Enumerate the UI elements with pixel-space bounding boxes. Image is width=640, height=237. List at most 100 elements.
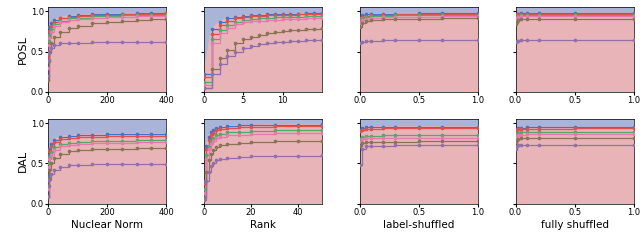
Point: [146, 146, 156, 150]
Point: [238, 37, 248, 41]
Point: [199, 191, 209, 194]
Point: [317, 27, 327, 30]
Point: [54, 21, 65, 24]
Point: [222, 142, 232, 146]
Point: [46, 46, 56, 50]
Point: [570, 125, 580, 129]
Point: [511, 134, 521, 138]
Point: [357, 21, 367, 25]
Point: [222, 48, 232, 52]
Point: [211, 158, 221, 162]
Point: [102, 162, 112, 166]
Point: [293, 28, 303, 32]
Point: [360, 127, 371, 131]
Point: [44, 176, 54, 180]
Point: [513, 126, 523, 130]
Point: [131, 18, 141, 22]
Point: [238, 15, 248, 19]
Point: [413, 15, 424, 18]
Point: [72, 16, 83, 19]
Point: [131, 134, 141, 138]
Point: [43, 50, 53, 53]
Point: [511, 40, 521, 44]
Point: [161, 132, 171, 136]
Point: [522, 143, 532, 146]
Point: [534, 13, 544, 17]
Point: [72, 142, 83, 146]
Point: [366, 12, 376, 16]
Point: [309, 12, 319, 15]
Point: [131, 146, 141, 150]
Point: [534, 143, 544, 146]
Point: [269, 124, 280, 128]
Point: [628, 14, 639, 18]
Point: [211, 128, 221, 132]
Point: [516, 18, 527, 21]
Point: [116, 147, 127, 150]
Point: [116, 19, 127, 23]
Point: [234, 133, 244, 137]
Point: [214, 56, 225, 60]
Point: [44, 51, 54, 55]
Point: [46, 24, 56, 27]
Point: [570, 12, 580, 16]
Point: [317, 131, 327, 135]
Point: [63, 141, 74, 145]
Polygon shape: [48, 134, 166, 204]
Point: [208, 128, 218, 132]
Point: [44, 155, 54, 159]
Point: [262, 13, 272, 17]
Point: [570, 13, 580, 17]
Point: [570, 11, 580, 15]
Point: [199, 179, 209, 183]
Point: [161, 146, 171, 150]
Point: [516, 130, 527, 134]
Point: [102, 15, 112, 19]
Point: [46, 150, 56, 154]
Point: [437, 125, 447, 128]
Point: [360, 125, 371, 129]
Point: [206, 133, 216, 137]
Point: [214, 31, 225, 35]
Point: [522, 125, 532, 129]
Point: [204, 147, 214, 151]
Point: [199, 86, 209, 90]
Point: [355, 129, 365, 133]
Point: [277, 40, 287, 44]
Point: [87, 148, 97, 151]
Point: [628, 127, 639, 130]
Point: [72, 140, 83, 144]
Point: [317, 14, 327, 18]
Point: [215, 135, 225, 139]
Point: [360, 137, 371, 140]
Point: [246, 123, 256, 127]
Point: [116, 40, 127, 44]
Point: [472, 14, 483, 18]
Point: [46, 27, 56, 31]
Point: [207, 72, 217, 76]
Point: [43, 194, 53, 198]
Point: [366, 144, 376, 148]
Point: [131, 12, 141, 16]
Point: [44, 39, 54, 43]
Point: [269, 18, 280, 21]
Point: [269, 132, 280, 135]
Point: [472, 17, 483, 20]
Point: [511, 19, 521, 23]
Point: [628, 136, 639, 140]
Point: [472, 11, 483, 15]
Point: [513, 128, 523, 131]
Point: [357, 137, 367, 141]
Polygon shape: [360, 13, 477, 92]
Point: [378, 15, 388, 19]
Point: [293, 13, 303, 16]
Point: [49, 25, 59, 28]
Point: [161, 12, 171, 15]
Point: [522, 127, 532, 131]
Point: [534, 38, 544, 42]
Point: [628, 12, 639, 16]
Point: [262, 31, 272, 35]
Point: [215, 125, 225, 129]
Point: [534, 136, 544, 140]
Point: [72, 14, 83, 18]
